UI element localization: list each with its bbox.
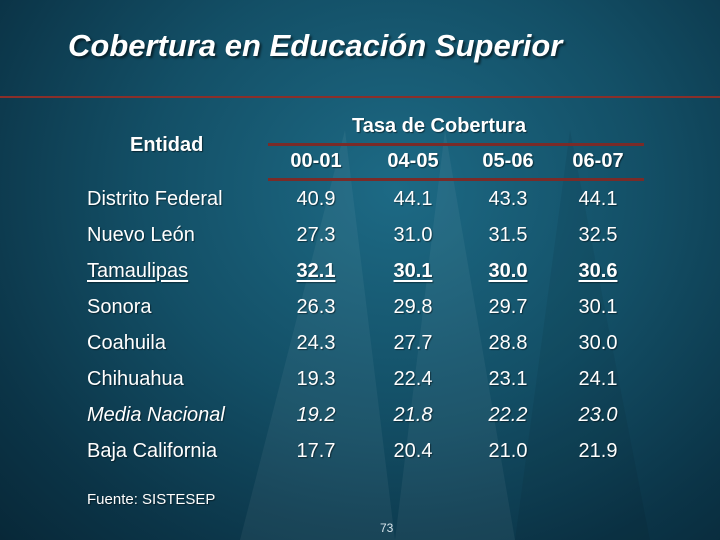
row-value: 40.9 <box>296 188 336 210</box>
row-value: 20.4 <box>393 440 433 462</box>
source-note: Fuente: SISTESEP <box>87 491 216 508</box>
header-rule-bottom <box>268 178 644 181</box>
row-value: 27.7 <box>393 332 433 354</box>
table-row-highlighted: Tamaulipas 32.1 30.1 30.0 30.6 <box>0 259 720 295</box>
table-row-national-average: Media Nacional 19.2 21.8 22.2 23.0 <box>0 403 720 439</box>
row-value: 22.2 <box>488 404 528 426</box>
row-entity-name: Distrito Federal <box>87 188 223 210</box>
row-entity-name: Media Nacional <box>87 404 225 426</box>
rate-group-header: Tasa de Cobertura <box>352 115 527 137</box>
row-value: 43.3 <box>488 188 528 210</box>
row-value: 23.1 <box>488 368 528 390</box>
row-value: 30.6 <box>578 260 618 282</box>
row-entity-name: Tamaulipas <box>87 260 189 282</box>
row-value: 22.4 <box>393 368 433 390</box>
row-value: 26.3 <box>296 296 336 318</box>
row-value: 44.1 <box>578 188 618 210</box>
row-value: 21.9 <box>578 440 618 462</box>
row-value: 24.1 <box>578 368 618 390</box>
title-divider <box>0 96 720 98</box>
year-header-04-05: 04-05 <box>387 150 439 172</box>
row-value: 21.0 <box>488 440 528 462</box>
row-entity-name: Nuevo León <box>87 224 195 246</box>
header-rule-top <box>268 143 644 146</box>
table-row: Distrito Federal 40.9 44.1 43.3 44.1 <box>0 187 720 223</box>
year-header-00-01: 00-01 <box>290 150 342 172</box>
slide-title: Cobertura en Educación Superior <box>68 28 563 63</box>
table-row: Sonora 26.3 29.8 29.7 30.1 <box>0 295 720 331</box>
table-row: Coahuila 24.3 27.7 28.8 30.0 <box>0 331 720 367</box>
row-value: 32.5 <box>578 224 618 246</box>
row-value: 19.3 <box>296 368 336 390</box>
row-value: 44.1 <box>393 188 433 210</box>
row-value: 30.1 <box>578 296 618 318</box>
row-value: 31.0 <box>393 224 433 246</box>
year-header-06-07: 06-07 <box>572 150 624 172</box>
table-row: Nuevo León 27.3 31.0 31.5 32.5 <box>0 223 720 259</box>
row-value: 23.0 <box>578 404 618 426</box>
row-value: 32.1 <box>296 260 336 282</box>
row-entity-name: Chihuahua <box>87 368 184 390</box>
table-row: Chihuahua 19.3 22.4 23.1 24.1 <box>0 367 720 403</box>
year-header-05-06: 05-06 <box>482 150 534 172</box>
row-value: 17.7 <box>296 440 336 462</box>
page-number: 73 <box>380 521 394 535</box>
row-entity-name: Coahuila <box>87 332 166 354</box>
row-entity-name: Baja California <box>87 440 218 462</box>
row-value: 24.3 <box>296 332 336 354</box>
row-value: 29.8 <box>393 296 433 318</box>
row-value: 31.5 <box>488 224 528 246</box>
table-row: Baja California 17.7 20.4 21.0 21.9 <box>0 439 720 475</box>
row-value: 21.8 <box>393 404 433 426</box>
row-value: 29.7 <box>488 296 528 318</box>
row-value: 28.8 <box>488 332 528 354</box>
row-value: 30.0 <box>488 260 528 282</box>
row-value: 30.1 <box>393 260 433 282</box>
row-entity-name: Sonora <box>87 296 152 318</box>
entity-column-header: Entidad <box>130 134 204 156</box>
row-value: 27.3 <box>296 224 336 246</box>
row-value: 19.2 <box>296 404 336 426</box>
row-value: 30.0 <box>578 332 618 354</box>
